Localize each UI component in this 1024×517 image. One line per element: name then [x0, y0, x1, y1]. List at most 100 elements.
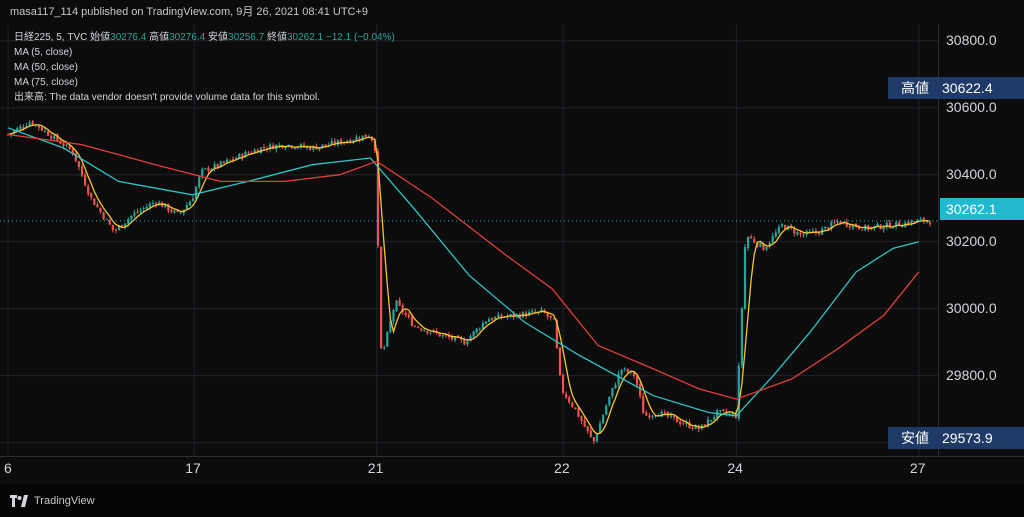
candle-body: [330, 141, 333, 145]
candle-body: [389, 320, 392, 333]
legend-ma5[interactable]: MA (5, close): [14, 47, 73, 58]
candle-body: [891, 227, 895, 229]
candle-body: [512, 313, 515, 317]
candle-body: [302, 144, 306, 148]
price-tick-label: 30400.0: [946, 165, 997, 182]
candle-body: [817, 231, 821, 235]
candle-body: [574, 407, 577, 410]
legend-high-label: 高値: [149, 32, 170, 43]
candle-body: [651, 415, 654, 417]
candle-body: [376, 151, 380, 246]
candle-body: [540, 309, 543, 312]
time-axis[interactable]: [0, 456, 1024, 485]
candle-body: [901, 226, 904, 228]
candle-body: [16, 128, 19, 132]
time-tick-label: 6: [4, 460, 12, 476]
candle-body: [108, 220, 111, 225]
candle-body: [740, 308, 743, 366]
candle-body: [894, 221, 898, 227]
candle-body: [811, 231, 814, 233]
candle-body: [743, 247, 747, 309]
candle-body: [827, 227, 830, 230]
candle-body: [867, 225, 870, 230]
legend-symbol[interactable]: 日経225, 5, TVC: [14, 32, 88, 43]
candle-body: [364, 134, 367, 137]
candle-body: [746, 236, 750, 249]
candle-body: [90, 193, 93, 198]
candle-body: [198, 177, 201, 188]
candle-body: [497, 314, 500, 318]
time-tick-label: 22: [554, 460, 570, 476]
candle-body: [642, 396, 645, 414]
candle-body: [750, 236, 753, 239]
candle-body: [824, 226, 827, 229]
candle-body: [170, 210, 173, 212]
candle-body: [68, 145, 71, 149]
candle-body: [759, 242, 762, 247]
candle-body: [336, 140, 340, 145]
candle-body: [195, 187, 198, 200]
candle-body: [278, 144, 281, 146]
candle-body: [583, 420, 586, 427]
candle-body: [244, 151, 247, 158]
candle-body: [410, 316, 414, 326]
candle-body: [318, 147, 321, 150]
low-price-label: 安値 29573.9: [888, 427, 1024, 449]
candle-body: [768, 243, 771, 247]
candle-body: [429, 332, 432, 334]
candle-body: [423, 330, 426, 332]
candle-body: [571, 402, 574, 407]
candle-body: [669, 415, 673, 417]
candle-body: [404, 312, 407, 315]
legend-low-value: 30256.7: [228, 32, 265, 43]
candle-body: [59, 141, 62, 144]
candle-body: [922, 217, 925, 222]
chart-plot-area[interactable]: [0, 24, 938, 456]
candle-body: [228, 159, 232, 161]
candle-body: [352, 140, 355, 142]
candle-body: [919, 218, 922, 220]
candle-body: [873, 225, 876, 228]
candle-body: [46, 131, 50, 136]
candle-body: [719, 409, 722, 411]
candle-body: [324, 144, 327, 146]
time-tick-label: 24: [727, 460, 743, 476]
candle-body: [438, 332, 441, 337]
candle-body: [417, 326, 420, 328]
candle-body: [339, 139, 343, 144]
high-price-label: 高値 30622.4: [888, 77, 1024, 99]
tradingview-logo[interactable]: TradingView: [10, 495, 95, 507]
candle-body: [660, 411, 663, 417]
candle-body: [592, 437, 595, 442]
candle-body: [487, 319, 491, 322]
candle-body: [293, 148, 296, 150]
candle-body: [524, 312, 528, 317]
candle-body: [586, 426, 589, 431]
publisher-text: masa117_114 published on TradingView.com…: [10, 6, 369, 18]
candle-body: [851, 224, 855, 229]
candle-body: [450, 336, 454, 340]
candle-body: [148, 203, 151, 208]
legend-ma75[interactable]: MA (75, close): [14, 77, 78, 88]
legend-ma50[interactable]: MA (50, close): [14, 62, 78, 73]
candle-body: [395, 300, 398, 311]
candle-body: [398, 299, 401, 306]
candle-body: [475, 328, 478, 333]
candle-body: [154, 203, 158, 205]
candle-body: [796, 232, 799, 235]
candle-body: [225, 159, 229, 163]
candle-body: [555, 320, 558, 349]
candle-body: [697, 426, 700, 430]
candle-body: [102, 212, 105, 220]
candle-body: [111, 224, 114, 231]
price-tick-label: 30200.0: [946, 232, 997, 249]
candle-body: [164, 204, 167, 208]
candle-body: [124, 223, 127, 228]
candle-body: [626, 368, 629, 373]
legend-high-value: 30276.4: [169, 32, 206, 43]
ma50-line: [7, 127, 920, 417]
low-label-value: 29573.9: [942, 430, 993, 446]
tradingview-brand: TradingView: [34, 495, 95, 507]
candle-body: [876, 223, 879, 227]
